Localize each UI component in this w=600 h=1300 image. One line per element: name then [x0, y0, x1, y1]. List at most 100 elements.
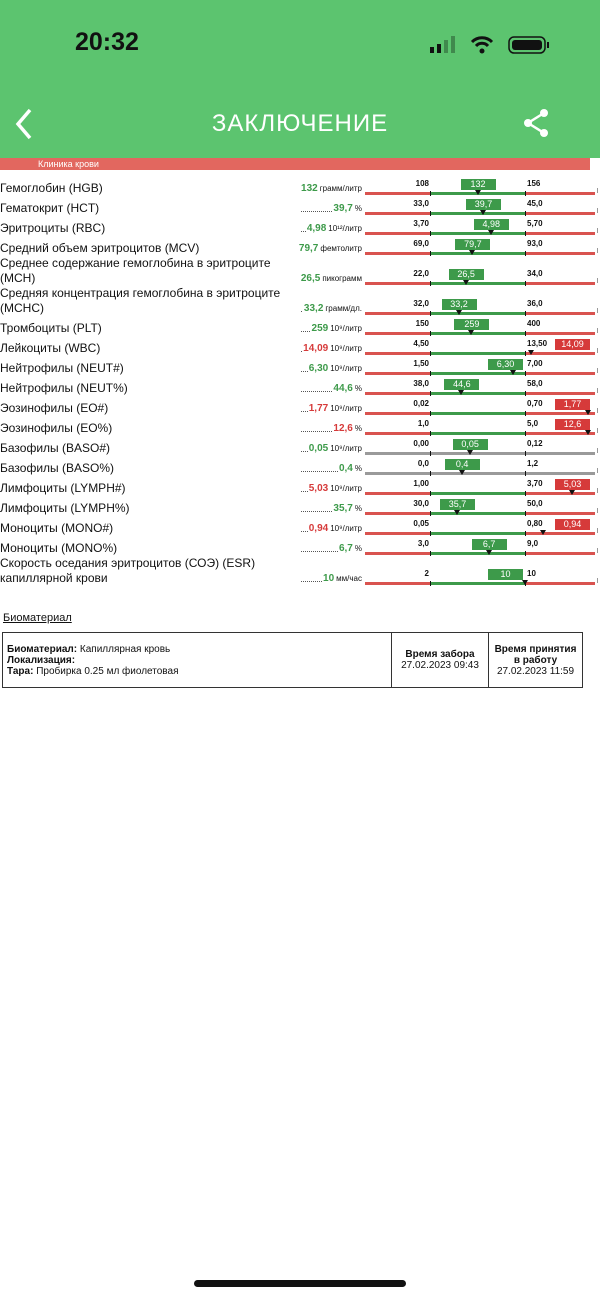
- edge-tick: [597, 548, 598, 553]
- high-limit: 0,80: [527, 519, 543, 528]
- scale-normal: [430, 282, 525, 285]
- low-limit: 3,0: [417, 539, 429, 548]
- scale-low: [365, 192, 430, 195]
- result-unit: 10⁹/литр: [330, 484, 362, 493]
- result-row: Моноциты (MONO#) 0,94 10⁹/литр 0,05 0,80 0,94: [0, 516, 600, 536]
- edge-tick: [597, 248, 598, 253]
- result-label: Гемоглобин (HGB) 132 грамм/литр: [0, 176, 362, 196]
- name-wrap: Средняя концентрация гемоглобина в эритр…: [0, 286, 300, 316]
- section-title: Клиника крови: [38, 159, 99, 169]
- low-tick: [430, 311, 431, 316]
- result-label: Эозинофилы (EO%) 12,6%: [0, 416, 362, 436]
- low-tick: [430, 371, 431, 376]
- low-tick: [430, 191, 431, 196]
- scale-high: [525, 352, 595, 355]
- low-limit: 69,0: [413, 239, 429, 248]
- scale-high: [525, 212, 595, 215]
- value-box: 33,2: [441, 299, 477, 310]
- scale-low: [365, 492, 430, 495]
- low-limit: 150: [415, 319, 429, 328]
- value-box: 1,77: [555, 399, 590, 410]
- result-unit: 10⁹/литр: [330, 444, 362, 453]
- high-tick: [525, 281, 526, 286]
- scale-normal: [430, 512, 525, 515]
- back-button[interactable]: [10, 106, 40, 142]
- result-row: Лейкоциты (WBC) 14,09 10⁹/литр 4,50 13,50 14,…: [0, 336, 600, 356]
- value-unit: 259 10⁹/литр: [310, 320, 362, 336]
- result-row: Гематокрит (HCT) 39,7% 33,0 45,0 39,7: [0, 196, 600, 216]
- value: Пробирка 0.25 мл фиолетовая: [36, 665, 179, 677]
- edge-tick: [597, 528, 598, 533]
- result-row: Среднее содержание гемоглобина в эритроц…: [0, 256, 600, 286]
- name-wrap: Моноциты (MONO%): [0, 541, 300, 556]
- result-label: Моноциты (MONO%) 6,7%: [0, 536, 362, 556]
- result-row: Средний объем эритроцитов (MCV) 79,7 фемто…: [0, 236, 600, 256]
- scale-low: [365, 332, 430, 335]
- name-wrap: Лейкоциты (WBC): [0, 341, 300, 356]
- high-tick: [525, 391, 526, 396]
- biomaterial-heading: Биоматериал: [3, 612, 72, 624]
- result-unit: 10⁹/литр: [330, 364, 362, 373]
- result-label: Нейтрофилы (NEUT%) 44,6%: [0, 376, 362, 396]
- name-wrap: Скорость оседания эритроцитов (СОЭ) (ESR…: [0, 556, 300, 586]
- scale-normal: [430, 352, 525, 355]
- scale-high: [525, 282, 595, 285]
- value-marker: [474, 190, 481, 195]
- value-marker: [509, 370, 516, 375]
- value-box: 12,6: [555, 419, 590, 430]
- high-limit: 50,0: [527, 499, 543, 508]
- high-limit: 45,0: [527, 199, 543, 208]
- result-value: 132: [301, 183, 318, 194]
- name-wrap: Базофилы (BASO%): [0, 461, 300, 476]
- high-limit: 93,0: [527, 239, 543, 248]
- low-tick: [430, 281, 431, 286]
- scale-normal: [430, 532, 525, 535]
- scale-normal: [430, 312, 525, 315]
- scale-low: [365, 392, 430, 395]
- value-marker: [585, 430, 591, 435]
- result-row: Тромбоциты (PLT) 259 10⁹/литр 150 400 259: [0, 316, 600, 336]
- result-unit: %: [354, 544, 362, 553]
- scale-high: [525, 432, 595, 435]
- result-unit: пикограмм: [322, 274, 362, 283]
- value-box: 5,03: [555, 479, 590, 490]
- result-value: 1,77: [308, 403, 329, 414]
- value-marker: [485, 550, 492, 555]
- value-box: 259: [454, 319, 490, 330]
- value-marker: [468, 330, 475, 335]
- low-limit: 38,0: [413, 379, 429, 388]
- value-marker: [454, 510, 461, 515]
- result-unit: грамм/литр: [319, 184, 362, 193]
- result-name: Нейтрофилы (NEUT%): [0, 381, 128, 395]
- edge-tick: [597, 488, 598, 493]
- result-label: Базофилы (BASO%) 0,4%: [0, 456, 362, 476]
- result-value: 12,6: [333, 423, 353, 434]
- edge-tick: [597, 508, 598, 513]
- name-wrap: Эозинофилы (EO%): [0, 421, 300, 436]
- high-limit: 400: [527, 319, 541, 328]
- label: Время забора: [405, 649, 475, 660]
- value-box: 10: [488, 569, 523, 580]
- low-tick: [430, 581, 431, 586]
- result-unit: %: [354, 424, 362, 433]
- result-value: 0,05: [308, 443, 329, 454]
- scale-normal: [430, 372, 525, 375]
- high-tick: [525, 471, 526, 476]
- edge-tick: [597, 228, 598, 233]
- result-value: 6,7: [338, 543, 353, 554]
- result-name: Эозинофилы (EO%): [0, 421, 113, 435]
- result-row: Нейтрофилы (NEUT#) 6,30 10⁹/литр 1,50 7,00 6,…: [0, 356, 600, 376]
- name-wrap: Нейтрофилы (NEUT#): [0, 361, 300, 376]
- value-unit: 4,98 10¹²/литр: [305, 220, 362, 236]
- value-box: 6,7: [471, 539, 507, 550]
- share-button[interactable]: [522, 108, 552, 138]
- value-marker: [585, 410, 591, 415]
- name-wrap: Средний объем эритроцитов (MCV): [0, 241, 300, 256]
- result-row: Моноциты (MONO%) 6,7% 3,0 9,0 6,7: [0, 536, 600, 556]
- scale-high: [525, 332, 595, 335]
- scale-high: [525, 532, 595, 535]
- value-marker: [458, 390, 465, 395]
- result-value: 33,2: [303, 303, 324, 314]
- value-unit: 79,7 фемтолитр: [297, 240, 362, 256]
- value-unit: 1,77 10⁹/литр: [307, 400, 362, 416]
